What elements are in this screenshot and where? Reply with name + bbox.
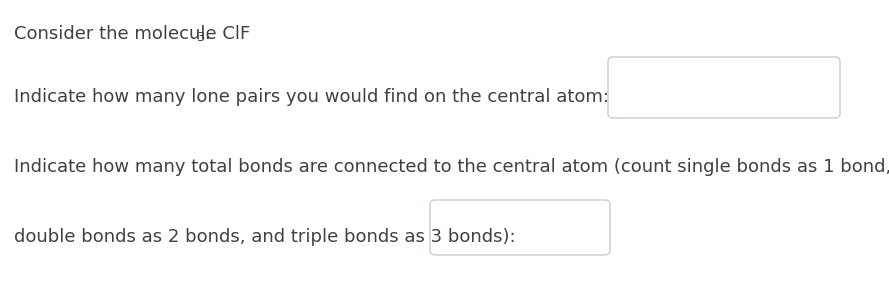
Text: Consider the molecule ClF: Consider the molecule ClF xyxy=(14,25,250,43)
Text: double bonds as 2 bonds, and triple bonds as 3 bonds):: double bonds as 2 bonds, and triple bond… xyxy=(14,228,516,246)
FancyBboxPatch shape xyxy=(608,57,840,118)
Text: Indicate how many lone pairs you would find on the central atom:: Indicate how many lone pairs you would f… xyxy=(14,88,609,106)
Text: Indicate how many total bonds are connected to the central atom (count single bo: Indicate how many total bonds are connec… xyxy=(14,158,889,176)
Text: .: . xyxy=(204,25,211,43)
FancyBboxPatch shape xyxy=(430,200,610,255)
Text: 3: 3 xyxy=(196,31,204,44)
